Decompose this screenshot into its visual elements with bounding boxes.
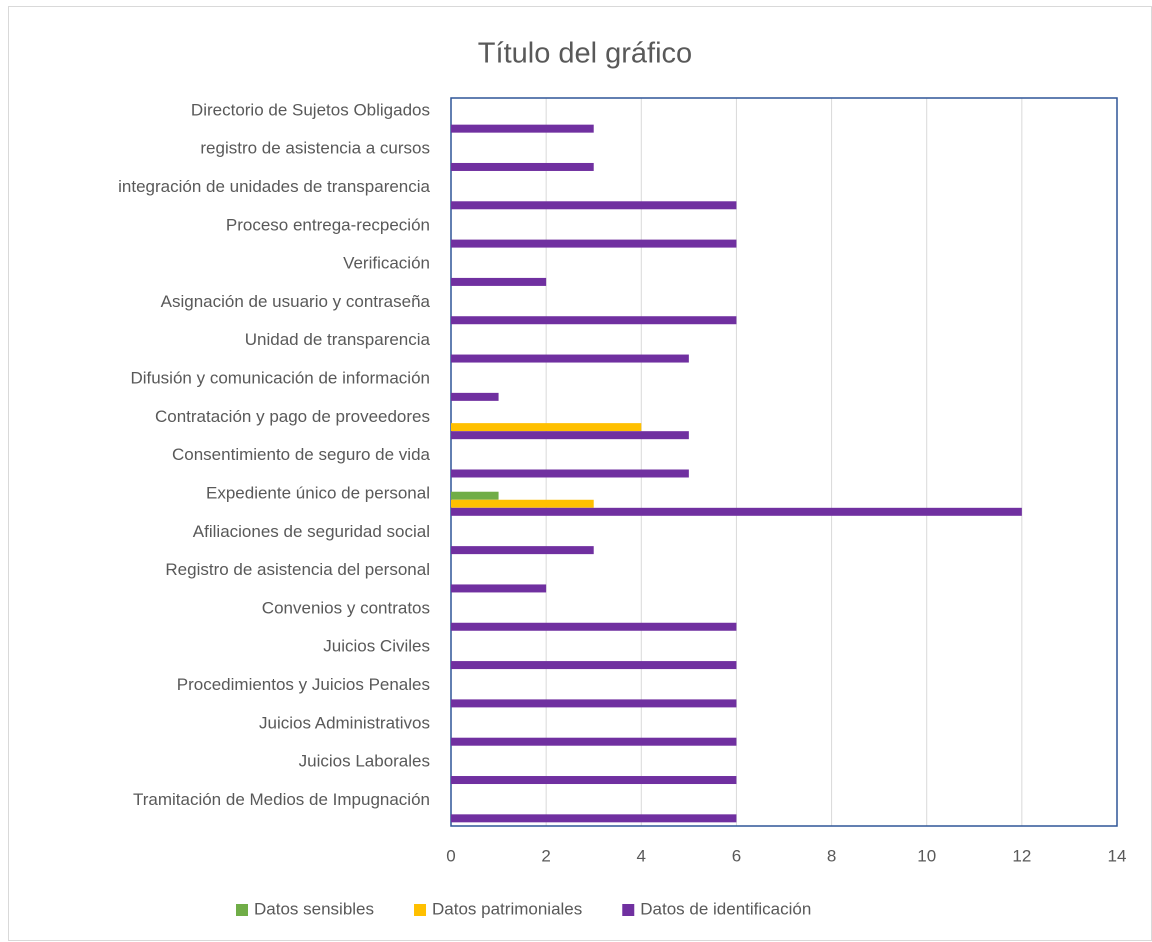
plot-area: [450, 97, 1118, 827]
x-tick-label: 14: [1108, 846, 1127, 865]
bar: [451, 316, 737, 325]
x-tick-label: 12: [1012, 846, 1031, 865]
bar: [451, 469, 689, 478]
bar: [451, 814, 737, 823]
bar: [451, 737, 737, 746]
x-tick-label: 0: [446, 846, 455, 865]
bar: [451, 162, 594, 171]
x-tick-label: 4: [637, 846, 646, 865]
y-tick-label: Asignación de usuario y contraseña: [161, 292, 431, 311]
y-tick-label: Unidad de transparencia: [245, 330, 431, 349]
bar: [451, 699, 737, 708]
y-tick-label: Registro de asistencia del personal: [165, 560, 430, 579]
bar: [451, 423, 642, 432]
legend-swatch: [236, 904, 248, 916]
legend-swatch: [414, 904, 427, 916]
y-tick-label: Procedimientos y Juicios Penales: [177, 675, 430, 694]
x-tick-label: 2: [541, 846, 550, 865]
chart-title: Título del gráfico: [478, 38, 692, 70]
bar: [451, 124, 594, 133]
y-tick-label: Verificación: [343, 254, 430, 273]
bar: [451, 776, 737, 785]
y-tick-label: Convenios y contratos: [262, 598, 430, 617]
y-tick-label: Contratación y pago de proveedores: [155, 407, 430, 426]
bar: [451, 277, 547, 286]
bar: [451, 491, 499, 500]
bar: [451, 239, 737, 248]
y-tick-label: Consentimiento de seguro de vida: [172, 445, 431, 464]
y-tick-label: registro de asistencia a cursos: [200, 139, 430, 158]
bar: [451, 499, 594, 508]
legend-swatch: [622, 904, 635, 916]
bar: [451, 546, 594, 555]
x-tick-label: 6: [732, 846, 741, 865]
bar: [451, 622, 737, 631]
legend-label: Datos patrimoniales: [432, 899, 582, 918]
bar: [451, 507, 1022, 516]
y-tick-label: Juicios Laborales: [299, 752, 430, 771]
y-tick-label: Tramitación de Medios de Impugnación: [133, 790, 430, 809]
legend-label: Datos de identificación: [640, 899, 811, 918]
bar: [451, 584, 547, 593]
y-tick-label: Juicios Administrativos: [259, 713, 430, 732]
y-tick-label: Afiliaciones de seguridad social: [193, 522, 430, 541]
x-tick-label: 10: [917, 846, 936, 865]
bar: [451, 201, 737, 210]
bar: [451, 661, 737, 670]
x-tick-label: 8: [827, 846, 836, 865]
legend-label: Datos sensibles: [254, 899, 374, 918]
y-tick-label: Expediente único de personal: [206, 483, 430, 502]
bar: [451, 431, 689, 440]
y-tick-label: Difusión y comunicación de información: [130, 369, 430, 388]
y-tick-label: integración de unidades de transparencia: [118, 177, 430, 196]
y-tick-label: Directorio de Sujetos Obligados: [191, 100, 430, 119]
bar: [451, 354, 689, 363]
y-tick-label: Juicios Civiles: [323, 637, 430, 656]
y-tick-label: Proceso entrega-recpeción: [226, 215, 430, 234]
bar: [451, 392, 499, 401]
